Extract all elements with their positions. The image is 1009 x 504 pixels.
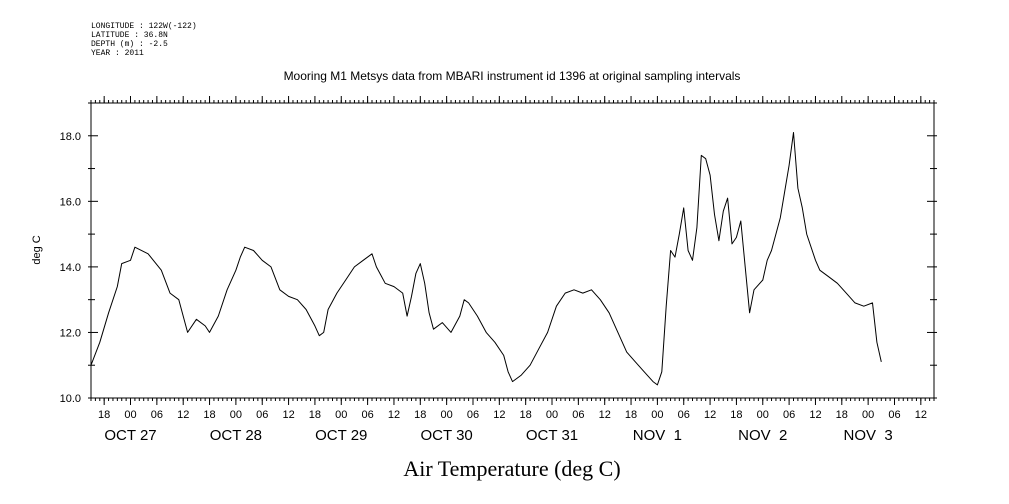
x-tick-label: 18 (836, 409, 848, 421)
x-tick-label: 00 (546, 409, 558, 421)
x-tick-label: 12 (809, 409, 821, 421)
x-tick-label: 00 (335, 409, 347, 421)
x-tick-label: 00 (651, 409, 663, 421)
x-tick-label: 12 (704, 409, 716, 421)
meta-year: YEAR : 2011 (91, 49, 144, 58)
meta-latitude: LATITUDE : 36.8N (91, 31, 168, 40)
x-tick-label: 06 (572, 409, 584, 421)
x-tick-label: 18 (625, 409, 637, 421)
plot-frame (90, 102, 935, 399)
x-day-label: OCT 28 (210, 427, 262, 444)
x-day-label: NOV 1 (633, 427, 682, 444)
y-axis-labels: 10.0 12.0 14.0 16.0 18.0 (60, 131, 81, 405)
x-tick-label: 18 (414, 409, 426, 421)
x-tick-label: 12 (177, 409, 189, 421)
x-tick-label: 06 (888, 409, 900, 421)
x-tick-label: 06 (256, 409, 268, 421)
chart-title: Mooring M1 Metsys data from MBARI instru… (284, 69, 741, 83)
x-day-label: OCT 29 (315, 427, 367, 444)
x-day-label: NOV 3 (844, 427, 893, 444)
x-day-label: OCT 30 (421, 427, 473, 444)
x-tick-label: 06 (678, 409, 690, 421)
x-tick-label: 18 (98, 409, 110, 421)
y-tick-label: 18.0 (60, 131, 81, 143)
x-axis-title: Air Temperature (deg C) (403, 456, 620, 481)
x-tick-label: 00 (757, 409, 769, 421)
x-tick-label: 06 (151, 409, 163, 421)
x-day-label: OCT 27 (104, 427, 156, 444)
y-tick-label: 14.0 (60, 262, 81, 274)
x-tick-label: 06 (783, 409, 795, 421)
y-tick-label: 12.0 (60, 327, 81, 339)
x-tick-label: 06 (361, 409, 373, 421)
x-tick-label: 18 (730, 409, 742, 421)
axis-ticks (88, 96, 937, 405)
x-tick-label: 12 (388, 409, 400, 421)
x-tick-label: 00 (441, 409, 453, 421)
data-line-layer (90, 132, 882, 386)
x-tick-label: 18 (520, 409, 532, 421)
y-tick-label: 16.0 (60, 196, 81, 208)
x-tick-label: 06 (467, 409, 479, 421)
x-day-label: NOV 2 (738, 427, 787, 444)
x-tick-label: 12 (493, 409, 505, 421)
x-tick-label: 00 (124, 409, 136, 421)
x-tick-label: 18 (203, 409, 215, 421)
x-axis-labels: 18 00 06 12 18 00 06 12 18 00 06 12 18 00 06 12 18 00 06 12… (98, 409, 927, 444)
x-tick-label: 00 (230, 409, 242, 421)
air-temperature-line (90, 132, 882, 386)
x-tick-label: 12 (915, 409, 927, 421)
y-tick-label: 10.0 (60, 393, 81, 405)
meta-depth: DEPTH (m) : -2.5 (91, 40, 168, 49)
metadata-block: LONGITUDE : 122W(-122) LATITUDE : 36.8N … (91, 22, 197, 58)
x-tick-label: 12 (282, 409, 294, 421)
x-tick-label: 12 (599, 409, 611, 421)
meta-longitude: LONGITUDE : 122W(-122) (91, 22, 197, 31)
x-day-label: OCT 31 (526, 427, 578, 444)
y-axis-title: deg C (31, 235, 43, 264)
x-tick-label: 18 (309, 409, 321, 421)
x-tick-label: 00 (862, 409, 874, 421)
